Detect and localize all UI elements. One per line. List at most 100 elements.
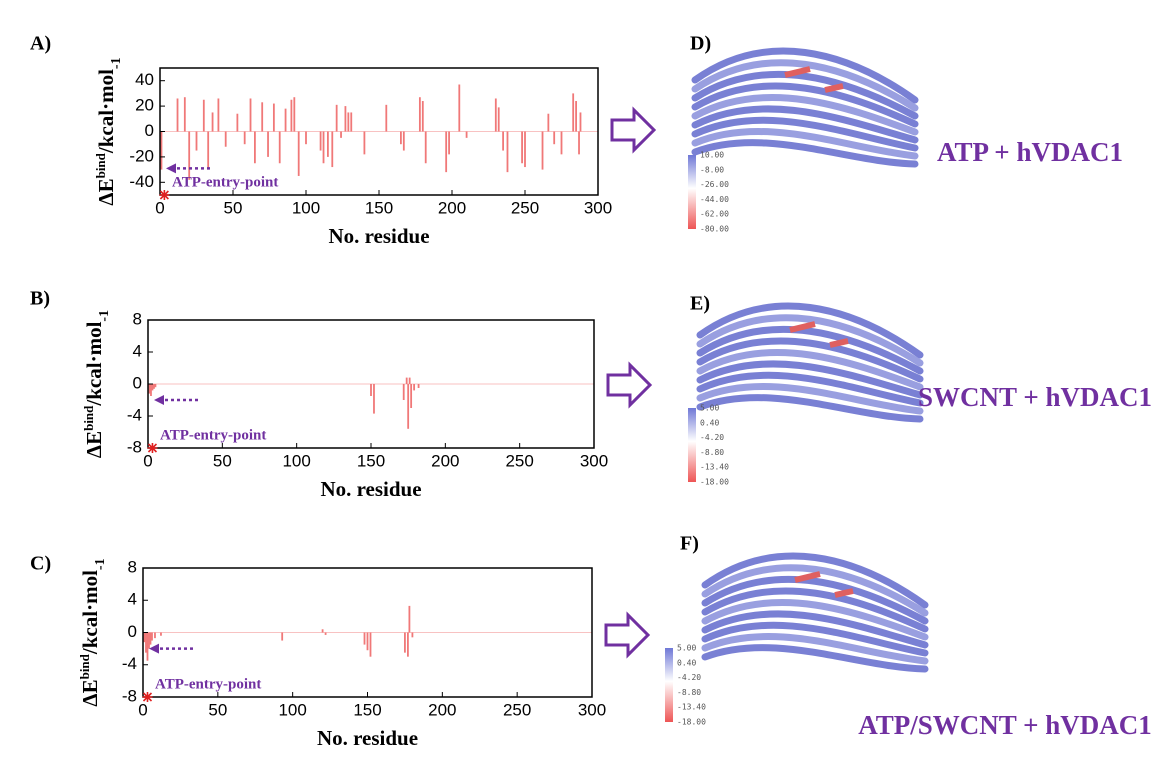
bar xyxy=(278,131,281,164)
protein-strand xyxy=(696,371,924,407)
y-axis-label-part: /kcal·mol xyxy=(82,321,106,406)
bar xyxy=(579,112,582,132)
bar xyxy=(324,632,327,635)
y-axis-label-part: -1 xyxy=(93,558,108,570)
bar xyxy=(411,632,414,638)
bar xyxy=(424,131,427,164)
bar xyxy=(404,632,406,653)
protein-strand xyxy=(691,128,919,160)
protein-strand xyxy=(691,59,919,112)
bar xyxy=(407,384,410,429)
bar xyxy=(153,384,155,389)
x-tick-label: 50 xyxy=(213,451,232,470)
protein-strand xyxy=(691,70,919,120)
x-tick-label: 200 xyxy=(438,198,466,217)
annotation: ATP-entry-point xyxy=(160,427,266,443)
y-axis-label: ΔEbind/kcal·mol-1 xyxy=(77,558,108,706)
bar xyxy=(448,131,450,155)
bar xyxy=(445,131,448,173)
y-tick-label: 8 xyxy=(128,557,137,576)
y-tick-label: -4 xyxy=(122,654,137,673)
bar xyxy=(410,384,413,408)
bar xyxy=(207,131,210,170)
x-tick-label: 200 xyxy=(428,700,456,719)
x-tick-label: 0 xyxy=(138,700,147,719)
bar xyxy=(160,632,162,636)
bar xyxy=(363,131,366,155)
bar xyxy=(363,632,366,645)
colorbar xyxy=(688,408,696,482)
protein-strand xyxy=(696,360,924,399)
annotation: ATP-entry-point xyxy=(155,676,261,692)
protein-highlight xyxy=(794,571,854,598)
bar xyxy=(572,93,575,132)
colorbar-tick-label: -13.40 xyxy=(677,703,706,712)
colorbar xyxy=(665,648,673,722)
bar xyxy=(154,384,157,388)
bar xyxy=(322,131,325,164)
bar xyxy=(506,131,509,173)
protein-strand xyxy=(691,47,919,104)
bar xyxy=(560,131,563,155)
colorbar-tick-label: -44.00 xyxy=(700,195,729,204)
bar xyxy=(553,131,556,145)
bar xyxy=(547,113,550,132)
protein-strand xyxy=(696,314,924,367)
x-tick-label: 100 xyxy=(292,198,320,217)
protein-strand xyxy=(696,325,924,375)
entry-star xyxy=(159,190,170,200)
bar xyxy=(402,131,405,151)
bar xyxy=(249,98,252,132)
bar xyxy=(272,103,275,132)
colorbar-tick-label: -13.40 xyxy=(700,463,729,472)
protein-strand xyxy=(701,633,929,665)
x-tick-label: 0 xyxy=(155,198,164,217)
structure-label: D) xyxy=(690,33,711,55)
protein-strand xyxy=(696,383,924,415)
bar xyxy=(347,112,350,132)
bar xyxy=(243,131,246,145)
colorbar-tick-label: 5.00 xyxy=(677,644,696,653)
protein-strand xyxy=(696,394,924,423)
bar xyxy=(224,131,227,147)
y-axis-label-part: ΔE xyxy=(82,431,106,458)
colorbar-tick-label: -18.00 xyxy=(700,478,729,487)
bar xyxy=(154,632,156,639)
bar xyxy=(211,112,214,132)
bar xyxy=(497,107,500,132)
bar xyxy=(195,131,198,151)
x-tick-label: 50 xyxy=(208,700,227,719)
y-tick-label: -4 xyxy=(127,405,142,424)
protein-strand xyxy=(701,587,929,633)
bar xyxy=(335,104,338,132)
x-tick-label: 200 xyxy=(431,451,459,470)
bar xyxy=(350,112,353,132)
x-axis-label: No. residue xyxy=(328,224,429,248)
y-tick-label: 0 xyxy=(133,373,142,392)
colorbar-tick-label: -62.00 xyxy=(700,210,729,219)
structure-caption: SWCNT + hVDAC1 xyxy=(918,382,1152,412)
colorbar-tick-label: -4.20 xyxy=(677,673,701,682)
bar xyxy=(327,131,329,157)
bar xyxy=(151,384,154,391)
bar xyxy=(331,131,334,168)
x-tick-label: 300 xyxy=(578,700,606,719)
colorbar-tick-label: -18.00 xyxy=(677,718,706,727)
pointer-head xyxy=(149,643,159,654)
bar xyxy=(148,632,150,649)
panel-label: C) xyxy=(30,553,51,575)
bar xyxy=(143,632,146,643)
bar xyxy=(281,632,284,641)
bar xyxy=(524,131,526,168)
bar xyxy=(319,131,322,151)
protein-strand xyxy=(696,337,924,383)
structure-label: E) xyxy=(690,293,710,315)
bar xyxy=(369,632,372,657)
colorbar-tick-label: -26.00 xyxy=(700,180,729,189)
bar xyxy=(413,384,416,391)
bar xyxy=(400,131,402,145)
bar xyxy=(305,131,307,145)
bar xyxy=(541,131,544,170)
bar xyxy=(148,384,151,394)
